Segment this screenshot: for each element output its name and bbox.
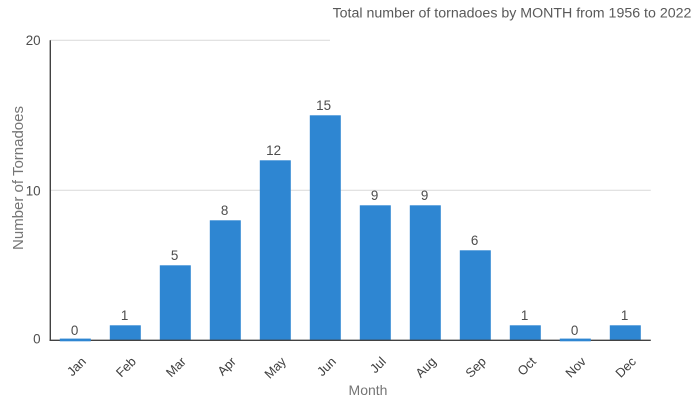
svg-text:10: 10 [26, 183, 41, 198]
svg-text:9: 9 [421, 188, 428, 203]
svg-text:0: 0 [33, 331, 40, 346]
svg-text:0: 0 [571, 323, 578, 338]
svg-text:Total number of tornadoes by M: Total number of tornadoes by MONTH from … [333, 5, 692, 21]
svg-text:1: 1 [521, 308, 528, 323]
svg-text:0: 0 [71, 323, 78, 338]
svg-text:1: 1 [621, 308, 628, 323]
svg-text:20: 20 [26, 33, 41, 48]
svg-text:1: 1 [121, 308, 128, 323]
svg-text:9: 9 [371, 188, 378, 203]
svg-text:8: 8 [221, 203, 228, 218]
svg-text:6: 6 [471, 233, 478, 248]
svg-text:5: 5 [171, 248, 178, 263]
svg-text:Month: Month [349, 382, 388, 398]
svg-text:Number of Tornadoes: Number of Tornadoes [10, 106, 27, 250]
svg-text:12: 12 [266, 143, 281, 158]
svg-text:15: 15 [316, 98, 331, 113]
